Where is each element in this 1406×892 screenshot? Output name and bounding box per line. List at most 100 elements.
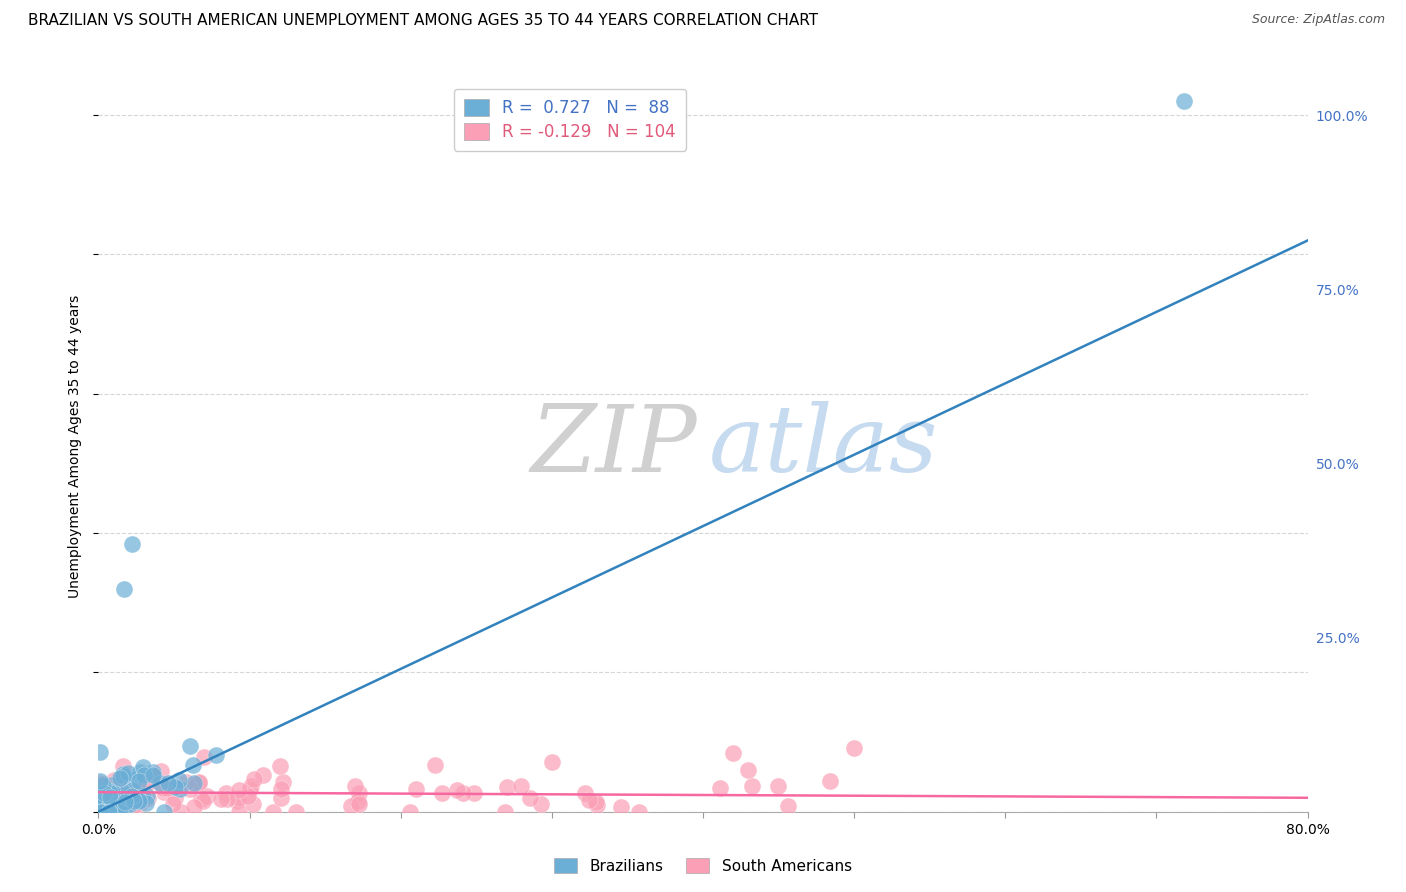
- Point: [93, 786, 115, 800]
- Point: [124, 786, 146, 800]
- Point: [121, 789, 143, 803]
- Point: [93, 805, 115, 819]
- Point: [463, 786, 485, 800]
- Point: [98, 805, 121, 819]
- Point: [723, 746, 745, 760]
- Point: [108, 805, 131, 819]
- Point: [127, 793, 149, 807]
- Point: [90, 805, 112, 819]
- Point: [540, 755, 562, 769]
- Point: [188, 776, 211, 790]
- Point: [187, 775, 209, 789]
- Point: [152, 780, 174, 795]
- Point: [107, 788, 129, 802]
- Point: [121, 536, 143, 550]
- Point: [270, 781, 292, 796]
- Text: ZIP: ZIP: [530, 401, 697, 491]
- Point: [136, 790, 159, 805]
- Point: [609, 800, 631, 814]
- Point: [89, 774, 111, 789]
- Point: [91, 804, 114, 818]
- Point: [509, 779, 531, 793]
- Point: [578, 793, 600, 807]
- Point: [347, 797, 370, 811]
- Point: [97, 805, 120, 819]
- Point: [270, 791, 292, 805]
- Point: [89, 791, 111, 805]
- Point: [128, 774, 150, 789]
- Point: [103, 802, 125, 816]
- Point: [120, 786, 142, 800]
- Point: [124, 797, 146, 812]
- Point: [737, 763, 759, 777]
- Point: [163, 790, 186, 805]
- Point: [129, 764, 152, 779]
- Point: [118, 797, 141, 811]
- Point: [347, 786, 370, 800]
- Point: [136, 789, 159, 803]
- Point: [121, 783, 143, 797]
- Point: [156, 776, 179, 790]
- Point: [519, 791, 541, 805]
- Point: [103, 805, 125, 819]
- Point: [91, 778, 114, 792]
- Point: [205, 747, 228, 762]
- Point: [105, 779, 128, 793]
- Point: [627, 805, 650, 819]
- Point: [228, 805, 250, 819]
- Point: [96, 805, 118, 819]
- Legend: R =  0.727   N =  88, R = -0.129   N = 104: R = 0.727 N = 88, R = -0.129 N = 104: [454, 88, 686, 151]
- Point: [115, 787, 138, 801]
- Point: [96, 805, 118, 819]
- Point: [107, 789, 129, 804]
- Point: [574, 786, 596, 800]
- Point: [90, 805, 112, 819]
- Point: [217, 791, 239, 805]
- Point: [132, 789, 155, 803]
- Point: [89, 805, 111, 819]
- Point: [269, 759, 291, 773]
- Point: [183, 775, 205, 789]
- Point: [169, 772, 191, 787]
- Point: [90, 796, 112, 810]
- Point: [193, 750, 215, 764]
- Point: [195, 789, 218, 803]
- Point: [183, 800, 205, 814]
- Point: [97, 800, 120, 814]
- Point: [108, 771, 131, 785]
- Point: [405, 781, 427, 796]
- Point: [585, 795, 607, 809]
- Point: [91, 795, 114, 809]
- Point: [239, 781, 262, 796]
- Point: [89, 800, 111, 814]
- Point: [494, 805, 516, 819]
- Point: [89, 798, 111, 813]
- Point: [100, 791, 122, 805]
- Point: [209, 792, 232, 806]
- Point: [239, 779, 262, 793]
- Point: [262, 805, 284, 819]
- Point: [149, 764, 172, 779]
- Point: [112, 798, 135, 813]
- Point: [163, 780, 186, 795]
- Point: [100, 786, 122, 800]
- Point: [586, 798, 609, 813]
- Point: [343, 779, 366, 793]
- Point: [153, 782, 176, 797]
- Legend: Brazilians, South Americans: Brazilians, South Americans: [548, 852, 858, 880]
- Point: [153, 785, 176, 799]
- Point: [273, 775, 295, 789]
- Point: [236, 789, 259, 803]
- Point: [122, 794, 145, 808]
- Point: [91, 789, 114, 804]
- Point: [162, 797, 184, 811]
- Point: [149, 775, 172, 789]
- Point: [93, 805, 115, 819]
- Point: [93, 784, 115, 798]
- Point: [243, 772, 266, 786]
- Point: [98, 805, 121, 819]
- Point: [228, 791, 250, 805]
- Point: [97, 784, 120, 798]
- Point: [96, 805, 118, 819]
- Point: [709, 781, 731, 796]
